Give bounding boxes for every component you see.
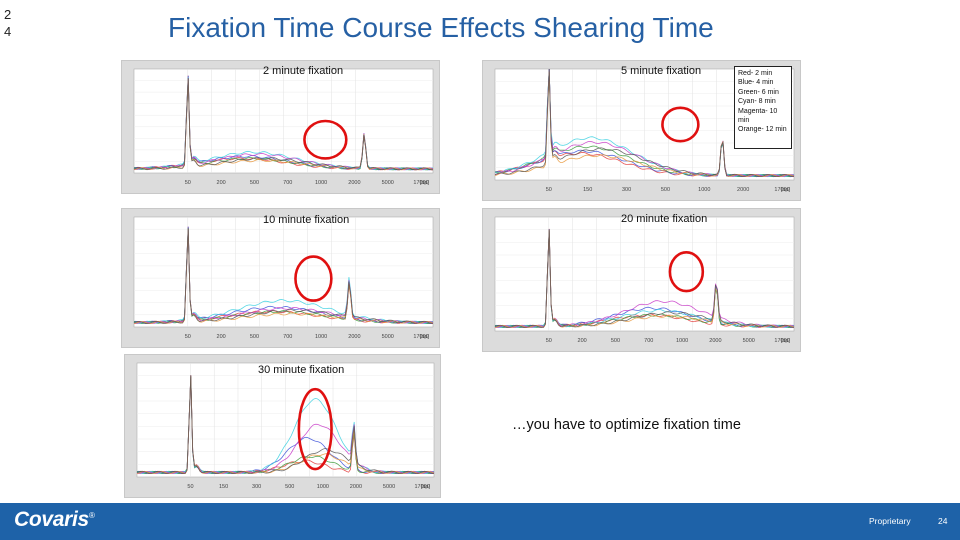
- electropherogram-30min: 50 150 300 500 1000 2000 5000 17000 [bp]: [124, 354, 441, 498]
- svg-text:200: 200: [217, 334, 226, 340]
- panel-label-10min: 10 minute fixation: [263, 214, 350, 226]
- svg-text:2000: 2000: [348, 334, 360, 340]
- legend-item: Magenta- 10 min: [738, 107, 778, 125]
- svg-text:1000: 1000: [317, 484, 329, 490]
- svg-text:700: 700: [644, 338, 653, 344]
- svg-text:500: 500: [611, 338, 620, 344]
- electropherogram-2min: 50 200 500 700 1000 2000 5000 17000 [bp]: [121, 60, 440, 194]
- electropherogram-plot: 50 200 500 700 1000 2000 5000 17000[bp]: [494, 216, 795, 344]
- svg-text:1000: 1000: [698, 187, 710, 193]
- svg-text:2000: 2000: [350, 484, 362, 490]
- covaris-logo: Covaris®: [14, 508, 95, 532]
- svg-text:150: 150: [583, 187, 592, 193]
- svg-text:500: 500: [661, 187, 670, 193]
- legend-item: Blue- 4 min: [738, 79, 774, 87]
- svg-text:500: 500: [250, 180, 259, 186]
- electropherogram-20min: 50 200 500 700 1000 2000 5000 17000 [bp]: [482, 208, 801, 352]
- svg-text:17000: 17000: [774, 338, 789, 344]
- electropherogram-10min: 50 200 500 700 1000 2000 5000 17000 [bp]: [121, 208, 440, 348]
- svg-text:500: 500: [285, 484, 294, 490]
- svg-text:300: 300: [252, 484, 261, 490]
- svg-text:5000: 5000: [743, 338, 755, 344]
- svg-text:[bp]: [bp]: [420, 180, 430, 186]
- svg-text:50: 50: [185, 334, 191, 340]
- note-text: …you have to optimize fixation time: [512, 417, 741, 433]
- page-number: 24: [938, 516, 948, 526]
- svg-text:50: 50: [187, 484, 193, 490]
- svg-text:150: 150: [219, 484, 228, 490]
- svg-text:50: 50: [185, 180, 191, 186]
- panel-label-2min: 2 minute fixation: [263, 65, 344, 77]
- svg-text:300: 300: [622, 187, 631, 193]
- legend-item: Red- 2 min: [738, 70, 773, 77]
- svg-text:17000: 17000: [413, 334, 428, 340]
- legend-item: Cyan- 8 min: [738, 98, 776, 106]
- svg-text:1000: 1000: [315, 334, 327, 340]
- page-title: Fixation Time Course Effects Shearing Ti…: [168, 12, 714, 43]
- svg-text:2000: 2000: [348, 180, 360, 186]
- svg-text:500: 500: [250, 334, 259, 340]
- svg-text:200: 200: [578, 338, 587, 344]
- svg-text:5000: 5000: [383, 484, 395, 490]
- svg-text:200: 200: [217, 180, 226, 186]
- svg-text:[bp]: [bp]: [781, 187, 791, 193]
- svg-text:5000: 5000: [382, 180, 394, 186]
- svg-text:700: 700: [283, 180, 292, 186]
- svg-text:[bp]: [bp]: [421, 484, 431, 490]
- proprietary-label: Proprietary: [869, 516, 911, 526]
- color-legend: Red- 2 min Blue- 4 min Green- 6 min Cyan…: [734, 66, 792, 149]
- slide-number: 24: [4, 7, 12, 39]
- svg-text:2000: 2000: [709, 338, 721, 344]
- svg-text:17000: 17000: [414, 484, 429, 490]
- svg-text:5000: 5000: [382, 334, 394, 340]
- panel-label-20min: 20 minute fixation: [621, 213, 708, 225]
- registered-mark: ®: [88, 511, 95, 520]
- svg-text:1000: 1000: [676, 338, 688, 344]
- legend-item: Orange- 12 min: [738, 126, 787, 134]
- svg-text:17000: 17000: [774, 187, 789, 193]
- electropherogram-plot: 50 150 300 500 1000 2000 5000 17000[bp]: [136, 362, 435, 490]
- svg-text:[bp]: [bp]: [781, 338, 791, 344]
- svg-text:1000: 1000: [315, 180, 327, 186]
- svg-text:50: 50: [546, 187, 552, 193]
- svg-text:700: 700: [283, 334, 292, 340]
- panel-label-5min: 5 minute fixation: [621, 65, 702, 77]
- svg-text:17000: 17000: [413, 180, 428, 186]
- logo-text: Covaris: [14, 508, 89, 531]
- electropherogram-plot: 50 200 500 700 1000 2000 5000 17000[bp]: [133, 68, 434, 186]
- electropherogram-plot: 50 200 500 700 1000 2000 5000 17000[bp]: [133, 216, 434, 340]
- svg-text:[bp]: [bp]: [420, 334, 430, 340]
- panel-label-30min: 30 minute fixation: [258, 364, 345, 376]
- svg-text:50: 50: [546, 338, 552, 344]
- legend-item: Green- 6 min: [738, 88, 779, 96]
- svg-text:2000: 2000: [737, 187, 749, 193]
- footer-bar: Covaris® Proprietary 24: [0, 503, 960, 540]
